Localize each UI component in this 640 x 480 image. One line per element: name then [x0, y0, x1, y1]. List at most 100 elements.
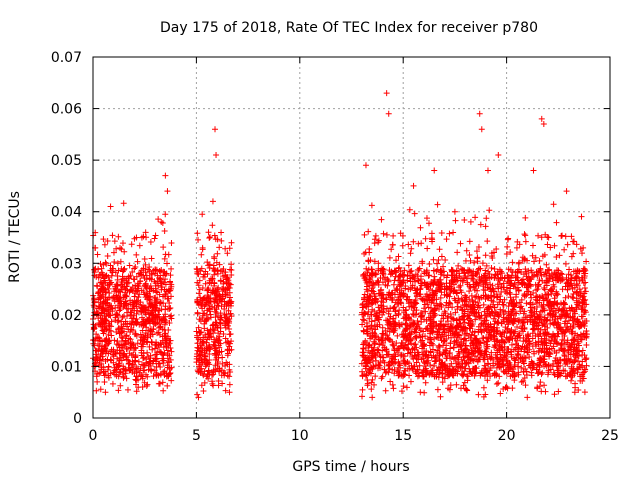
roti-point — [436, 246, 443, 253]
roti-point — [410, 238, 417, 245]
roti-point — [142, 261, 149, 268]
roti-point — [99, 338, 106, 345]
roti-point — [131, 303, 138, 310]
roti-point — [90, 336, 97, 343]
roti-point-peak — [530, 167, 537, 174]
roti-point — [216, 344, 223, 351]
roti-point — [420, 296, 427, 303]
roti-point — [211, 290, 218, 297]
roti-point — [505, 266, 512, 273]
roti-point — [517, 355, 524, 362]
roti-point — [205, 229, 212, 236]
roti-point — [550, 361, 557, 368]
roti-point — [125, 326, 132, 333]
roti-point — [386, 254, 393, 261]
roti-point — [440, 268, 447, 275]
roti-point — [463, 386, 470, 393]
roti-point — [506, 289, 513, 296]
roti-point-peak — [385, 110, 392, 117]
x-axis-label: GPS time / hours — [292, 459, 409, 475]
roti-point — [204, 295, 211, 302]
roti-point — [389, 241, 396, 248]
roti-point — [117, 244, 124, 251]
roti-point — [111, 238, 118, 245]
y-tick-label: 0.02 — [51, 308, 82, 324]
roti-point — [394, 332, 401, 339]
roti-point — [365, 308, 372, 315]
roti-point — [165, 251, 172, 258]
roti-point — [161, 255, 168, 262]
roti-point — [126, 350, 133, 357]
roti-point — [168, 315, 175, 322]
roti-point — [112, 304, 119, 311]
roti-point — [132, 264, 139, 271]
roti-point-peak — [410, 182, 417, 189]
roti-point — [161, 321, 168, 328]
roti-point — [407, 278, 414, 285]
roti-point — [148, 326, 155, 333]
roti-point — [98, 309, 105, 316]
roti-point — [488, 265, 495, 272]
roti-point — [481, 308, 488, 315]
roti-point — [109, 265, 116, 272]
roti-point — [471, 306, 478, 313]
roti-point — [377, 274, 384, 281]
roti-point — [226, 361, 233, 368]
roti-point — [127, 311, 134, 318]
roti-point — [163, 260, 170, 267]
roti-point — [155, 380, 162, 387]
roti-point-peak — [164, 188, 171, 195]
roti-point — [164, 382, 171, 389]
roti-point — [159, 219, 166, 226]
roti-point — [218, 303, 225, 310]
roti-point — [529, 335, 536, 342]
roti-point — [579, 347, 586, 354]
roti-point — [525, 267, 532, 274]
roti-point-peak — [563, 188, 570, 195]
roti-point — [134, 307, 141, 314]
roti-point — [119, 240, 126, 247]
roti-point — [447, 311, 454, 318]
roti-point — [561, 246, 568, 253]
roti-point — [417, 224, 424, 231]
roti-point — [458, 336, 465, 343]
roti-point — [105, 285, 112, 292]
roti-point — [518, 379, 525, 386]
roti-point — [431, 362, 438, 369]
roti-point — [197, 301, 204, 308]
roti-point — [138, 334, 145, 341]
roti-point — [483, 215, 490, 222]
roti-point — [408, 362, 415, 369]
roti-point — [378, 216, 385, 223]
roti-point — [219, 354, 226, 361]
roti-point — [104, 341, 111, 348]
roti-point — [383, 231, 390, 238]
roti-point — [141, 282, 148, 289]
roti-point — [106, 312, 113, 319]
roti-point — [206, 234, 213, 241]
roti-point — [583, 362, 590, 369]
roti-point — [475, 299, 482, 306]
roti-point — [162, 330, 169, 337]
roti-point — [573, 304, 580, 311]
roti-point — [135, 285, 142, 292]
roti-point — [109, 232, 116, 239]
roti-point — [414, 273, 421, 280]
roti-point-peak — [199, 244, 206, 251]
roti-point — [105, 331, 112, 338]
roti-point — [431, 307, 438, 314]
roti-point — [115, 302, 122, 309]
roti-point — [112, 349, 119, 356]
y-tick-label: 0.05 — [51, 153, 82, 169]
roti-point — [527, 299, 534, 306]
roti-point — [109, 308, 116, 315]
roti-point — [194, 340, 201, 347]
roti-point — [121, 248, 128, 255]
roti-point — [535, 232, 542, 239]
roti-point — [220, 331, 227, 338]
roti-point — [390, 232, 397, 239]
roti-point — [209, 380, 216, 387]
roti-point — [196, 355, 203, 362]
roti-point — [214, 302, 221, 309]
roti-point — [545, 234, 552, 241]
